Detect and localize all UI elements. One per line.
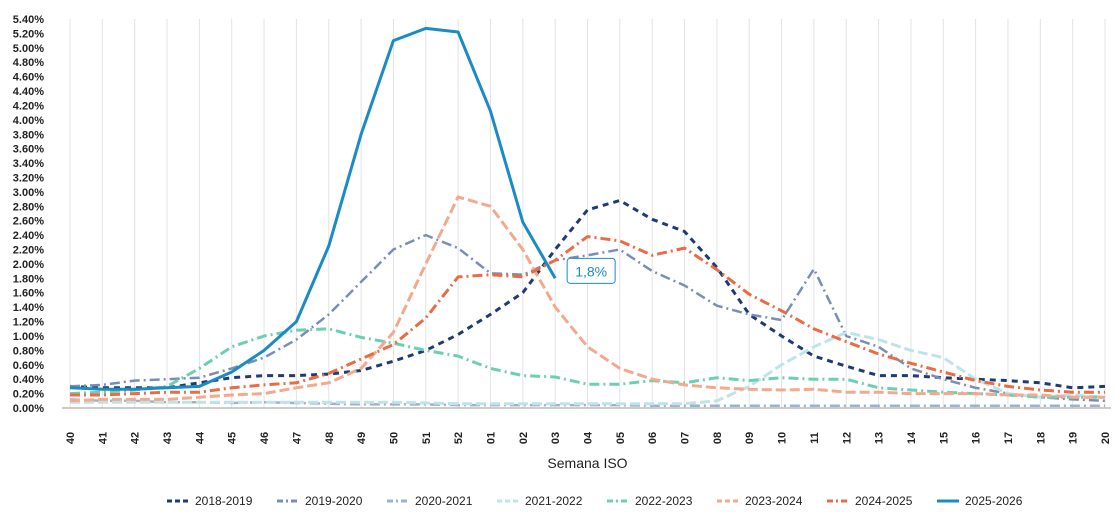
y-tick-label: 4.20%: [13, 100, 44, 112]
x-tick-label: 12: [841, 432, 853, 444]
y-tick-label: 2.20%: [13, 245, 44, 257]
x-tick-label: 16: [971, 432, 983, 444]
y-tick-label: 2.80%: [13, 201, 44, 213]
x-tick-label: 15: [938, 432, 950, 444]
x-tick-label: 03: [550, 432, 562, 444]
legend-item-2023-2024: 2023-2024: [717, 494, 803, 508]
legend-item-2025-2026: 2025-2026: [937, 494, 1023, 508]
x-tick-label: 09: [744, 432, 756, 444]
x-tick-label: 13: [874, 432, 886, 444]
x-tick-label: 07: [680, 432, 692, 444]
y-tick-label: 3.60%: [13, 144, 44, 156]
legend-label: 2024-2025: [855, 494, 913, 508]
y-tick-label: 3.20%: [13, 172, 44, 184]
series-lines: [69, 26, 1106, 408]
series-line-2021-2022: [70, 330, 1106, 406]
legend-label: 2025-2026: [965, 494, 1023, 508]
y-tick-label: 4.40%: [13, 86, 44, 98]
x-tick-label: 46: [259, 432, 271, 444]
y-tick-label: 2.00%: [13, 259, 44, 271]
x-tick-label: 05: [615, 432, 627, 444]
x-tick-label: 51: [421, 432, 433, 444]
x-tick-label: 45: [227, 432, 239, 444]
y-tick-label: 2.40%: [13, 230, 44, 242]
y-tick-label: 1.40%: [13, 302, 44, 314]
x-tick-label: 02: [518, 432, 530, 444]
y-tick-label: 0.20%: [13, 389, 44, 401]
y-tick-label: 4.60%: [13, 72, 44, 84]
y-tick-label: 4.00%: [13, 115, 44, 127]
series-line-2023-2024: [69, 195, 1105, 403]
x-tick-label: 19: [1068, 432, 1080, 444]
vertical-gridlines: [69, 19, 1106, 408]
legend: 2018-2019 2019-2020 2020-2021 2021-2022 2022…: [167, 494, 1023, 508]
x-tick-label: 20: [1100, 432, 1112, 444]
callout-label: 1,8%: [575, 263, 607, 279]
x-axis-ticks: 40 41 42 43 44 45 46 47 48 49 50 51 52 01 02 03 04 05 06 07…: [65, 431, 1112, 444]
y-tick-label: 5.00%: [13, 43, 44, 55]
y-tick-label: 0.40%: [13, 374, 44, 386]
series-line-2024-2025: [70, 235, 1105, 397]
x-tick-label: 06: [647, 432, 659, 444]
legend-item-2024-2025: 2024-2025: [827, 494, 913, 508]
y-tick-label: 1.20%: [13, 317, 44, 329]
x-tick-label: 44: [194, 431, 206, 444]
y-tick-label: 1.00%: [13, 331, 44, 343]
y-tick-label: 1.80%: [13, 273, 44, 285]
x-tick-label: 50: [388, 432, 400, 444]
y-tick-label: 3.80%: [13, 129, 44, 141]
x-tick-label: 01: [485, 432, 497, 444]
y-axis-ticks: 0.00% 0.20% 0.40% 0.60% 0.80% 1.00% 1.20% 1.40%…: [13, 14, 44, 415]
series-line-2022-2023: [69, 327, 1105, 399]
y-tick-label: 5.20%: [13, 28, 44, 40]
x-tick-label: 11: [809, 432, 821, 444]
x-axis-label: Semana ISO: [547, 455, 627, 471]
legend-item-2021-2022: 2021-2022: [497, 494, 583, 508]
y-tick-label: 3.40%: [13, 158, 44, 170]
y-tick-label: 0.00%: [13, 403, 44, 415]
y-tick-label: 2.60%: [13, 216, 44, 228]
legend-label: 2020-2021: [415, 494, 473, 508]
callout-box: [566, 257, 616, 284]
x-tick-label: 14: [906, 431, 918, 444]
legend-label: 2019-2020: [305, 494, 363, 508]
x-tick-label: 43: [162, 432, 174, 444]
y-tick-label: 5.40%: [13, 14, 44, 26]
legend-item-2019-2020: 2019-2020: [277, 494, 363, 508]
legend-label: 2018-2019: [195, 494, 253, 508]
x-tick-label: 48: [324, 432, 336, 444]
x-tick-label: 04: [583, 431, 595, 444]
y-tick-label: 3.00%: [13, 187, 44, 199]
legend-label: 2021-2022: [525, 494, 583, 508]
x-tick-label: 52: [453, 432, 465, 444]
y-tick-label: 0.80%: [13, 345, 44, 357]
x-tick-label: 08: [712, 432, 724, 444]
legend-item-2020-2021: 2020-2021: [387, 494, 473, 508]
series-line-2025-2026: [69, 26, 557, 391]
y-tick-label: 4.80%: [13, 57, 44, 69]
x-tick-label: 10: [777, 432, 789, 444]
x-tick-label: 49: [356, 432, 368, 444]
x-tick-label: 47: [291, 432, 303, 444]
legend-item-2022-2023: 2022-2023: [607, 494, 693, 508]
x-tick-label: 40: [65, 432, 77, 444]
series-line-2020-2021: [69, 398, 1105, 408]
legend-item-2018-2019: 2018-2019: [167, 494, 253, 508]
legend-label: 2022-2023: [635, 494, 693, 508]
legend-label: 2023-2024: [745, 494, 803, 508]
x-tick-label: 41: [97, 432, 109, 444]
x-tick-label: 17: [1003, 432, 1015, 444]
y-tick-label: 1.60%: [13, 288, 44, 300]
x-tick-label: 18: [1035, 432, 1047, 444]
annotations: 1,8%: [566, 257, 616, 284]
x-tick-label: 42: [130, 432, 142, 444]
y-tick-label: 0.60%: [13, 360, 44, 372]
